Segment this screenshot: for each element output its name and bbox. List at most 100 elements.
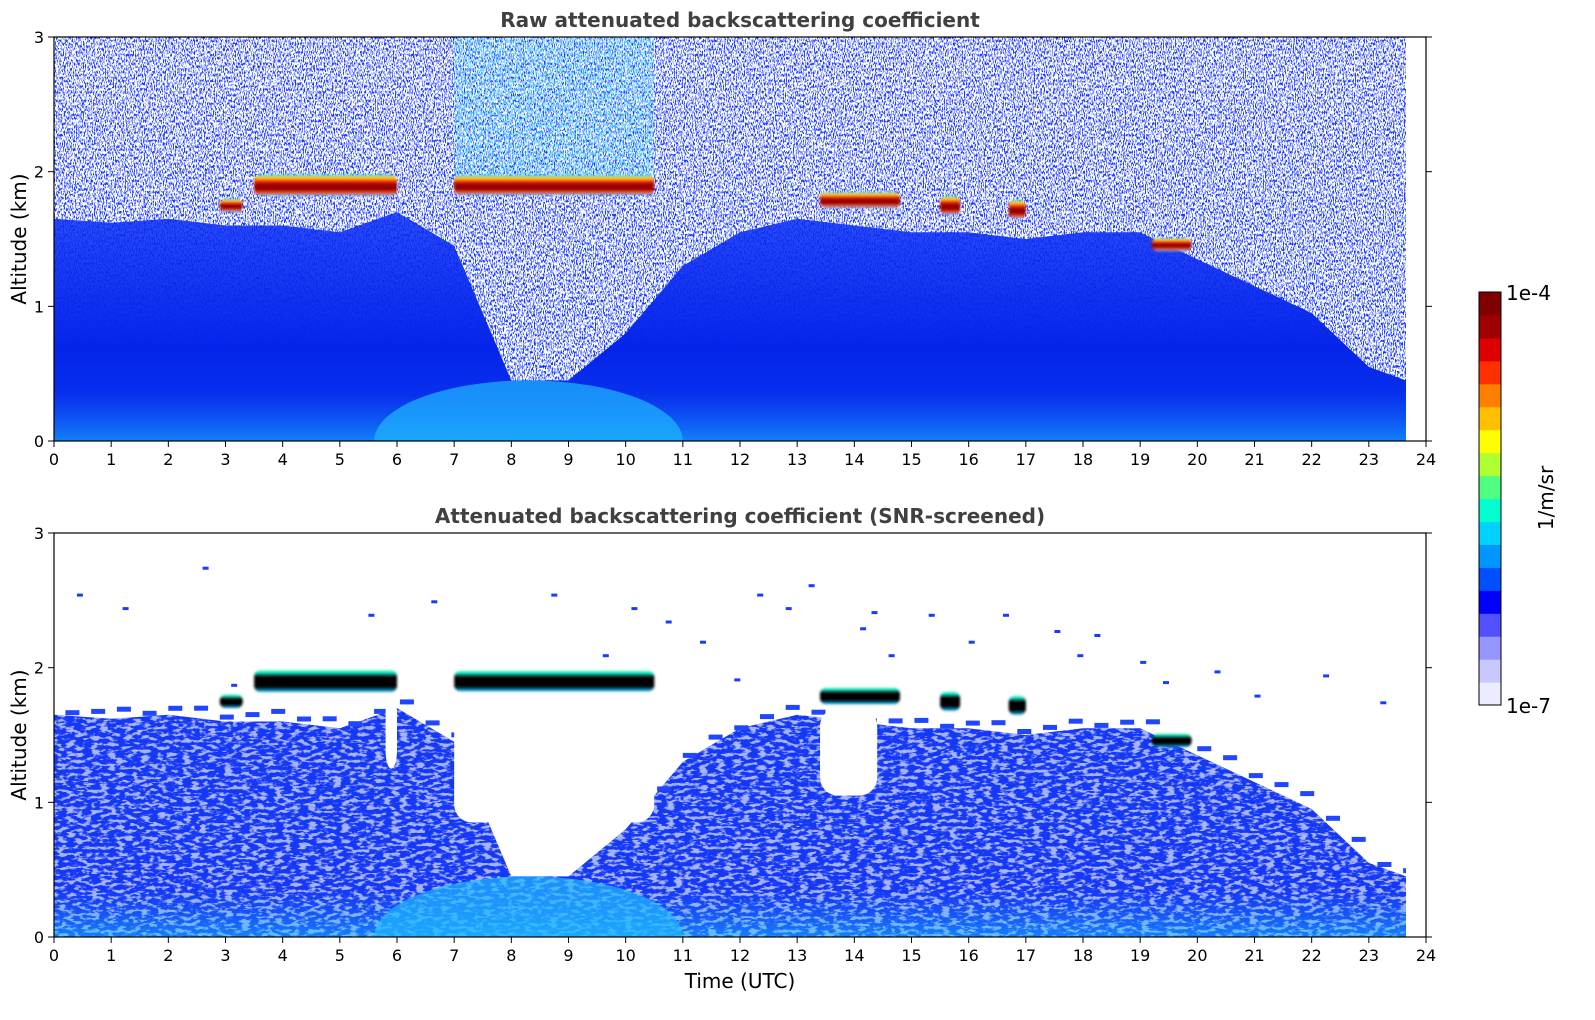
aerosol-fragment bbox=[1351, 836, 1366, 842]
colorbar-step bbox=[1479, 544, 1501, 568]
noise-point bbox=[1077, 654, 1084, 658]
x-tick-label: 2 bbox=[163, 450, 173, 469]
y-tick-label: 1 bbox=[34, 793, 44, 812]
aerosol-fragment bbox=[425, 720, 440, 726]
snr-screened-panel: Attenuated backscattering coefficient (S… bbox=[7, 504, 1436, 993]
noise-point bbox=[1003, 613, 1009, 617]
x-axis-label: Time (UTC) bbox=[684, 969, 796, 993]
colorbar-max-label: 1e-4 bbox=[1506, 281, 1551, 305]
noise-point bbox=[785, 607, 792, 611]
y-tick-label: 3 bbox=[34, 28, 44, 47]
x-tick-label: 6 bbox=[392, 946, 402, 965]
x-tick-label: 14 bbox=[844, 946, 864, 965]
colorbar-step bbox=[1479, 292, 1501, 316]
x-tick-label: 22 bbox=[1301, 450, 1321, 469]
cloud-layer bbox=[940, 691, 961, 711]
noise-point bbox=[1254, 694, 1261, 698]
colorbar-step bbox=[1479, 682, 1501, 706]
y-tick-label: 1 bbox=[34, 297, 44, 316]
cloud-layer bbox=[1151, 733, 1192, 748]
aerosol-fragment bbox=[297, 716, 311, 722]
x-tick-label: 20 bbox=[1187, 450, 1207, 469]
noise-point bbox=[202, 566, 209, 570]
aerosol-fragment bbox=[1017, 729, 1032, 734]
aerosol-fragment bbox=[1043, 724, 1057, 730]
x-tick-label: 10 bbox=[615, 946, 635, 965]
x-tick-label: 13 bbox=[787, 946, 807, 965]
cloud-layer bbox=[1008, 695, 1026, 715]
aerosol-fragment bbox=[965, 720, 980, 726]
noise-point bbox=[551, 593, 558, 597]
noise-point bbox=[1323, 674, 1330, 678]
x-tick-label: 16 bbox=[958, 946, 978, 965]
x-tick-label: 18 bbox=[1073, 450, 1093, 469]
colorbar-step bbox=[1479, 521, 1501, 545]
x-tick-label: 1 bbox=[106, 946, 116, 965]
x-tick-label: 10 bbox=[615, 450, 635, 469]
noise-point bbox=[860, 627, 867, 631]
heatmap-image bbox=[54, 37, 1426, 441]
aerosol-fragment bbox=[811, 709, 826, 715]
x-tick-label: 12 bbox=[730, 450, 750, 469]
cloud-layer bbox=[940, 195, 961, 215]
noise-cyan bbox=[454, 37, 655, 186]
x-tick-label: 15 bbox=[901, 450, 921, 469]
noise-point bbox=[968, 640, 975, 644]
colorbar-step bbox=[1479, 498, 1501, 523]
screened-gap bbox=[454, 694, 655, 823]
aerosol-fragment bbox=[1145, 719, 1160, 725]
colorbar-step bbox=[1479, 567, 1501, 591]
heatmap-area bbox=[54, 37, 1426, 441]
x-tick-label: 24 bbox=[1416, 450, 1436, 469]
colorbar-step bbox=[1479, 659, 1501, 683]
aerosol-fragment bbox=[888, 718, 903, 724]
screened-gap bbox=[820, 708, 878, 796]
y-tick-label: 2 bbox=[34, 163, 44, 182]
aerosol-fragment bbox=[1274, 782, 1289, 788]
aerosol-fragment bbox=[142, 710, 157, 716]
noise-point bbox=[231, 683, 238, 687]
cloud-layer bbox=[454, 175, 655, 196]
colorbar: 1e-4 1e-7 1/m/sr bbox=[1478, 281, 1558, 718]
x-tick-label: 16 bbox=[958, 450, 978, 469]
x-tick-label: 4 bbox=[278, 946, 288, 965]
aerosol-fragment bbox=[1326, 815, 1340, 821]
y-tick-label: 3 bbox=[34, 524, 44, 543]
x-tick-label: 21 bbox=[1244, 450, 1264, 469]
y-tick-label: 0 bbox=[34, 928, 44, 947]
aerosol-fragment bbox=[1377, 862, 1392, 867]
aerosol-fragment bbox=[322, 716, 337, 722]
cloud-layer bbox=[219, 694, 243, 709]
aerosol-fragment bbox=[194, 705, 209, 711]
x-tick-label: 7 bbox=[449, 946, 459, 965]
aerosol-fragment bbox=[116, 706, 131, 712]
noise-point bbox=[1214, 670, 1221, 674]
noise-point bbox=[1054, 630, 1061, 633]
noise-point bbox=[1380, 701, 1387, 705]
colorbar-step bbox=[1479, 429, 1501, 454]
x-tick-label: 8 bbox=[506, 946, 516, 965]
noise-point bbox=[122, 607, 129, 611]
x-tick-label: 23 bbox=[1359, 946, 1379, 965]
x-tick-label: 20 bbox=[1187, 946, 1207, 965]
x-tick-label: 18 bbox=[1073, 946, 1093, 965]
aerosol-fragment bbox=[940, 723, 955, 729]
noise-point bbox=[368, 613, 375, 617]
x-tick-label: 1 bbox=[106, 450, 116, 469]
aerosol-fragment bbox=[760, 714, 774, 720]
aerosol-fragment bbox=[657, 786, 672, 792]
noise-point bbox=[871, 611, 878, 615]
colorbar-min-label: 1e-7 bbox=[1506, 694, 1551, 718]
aerosol-fragment bbox=[1197, 746, 1212, 752]
aerosol-fragment bbox=[1248, 773, 1263, 779]
x-tick-label: 5 bbox=[335, 946, 345, 965]
aerosol-fragment bbox=[991, 720, 1006, 726]
y-axis-label: Altitude (km) bbox=[7, 173, 31, 304]
x-tick-label: 14 bbox=[844, 450, 864, 469]
aerosol-fragment bbox=[785, 704, 800, 710]
colorbar-step bbox=[1479, 475, 1501, 500]
aerosol-fragment bbox=[1300, 791, 1315, 797]
aerosol-fragment bbox=[348, 721, 363, 727]
x-tick-label: 15 bbox=[901, 946, 921, 965]
